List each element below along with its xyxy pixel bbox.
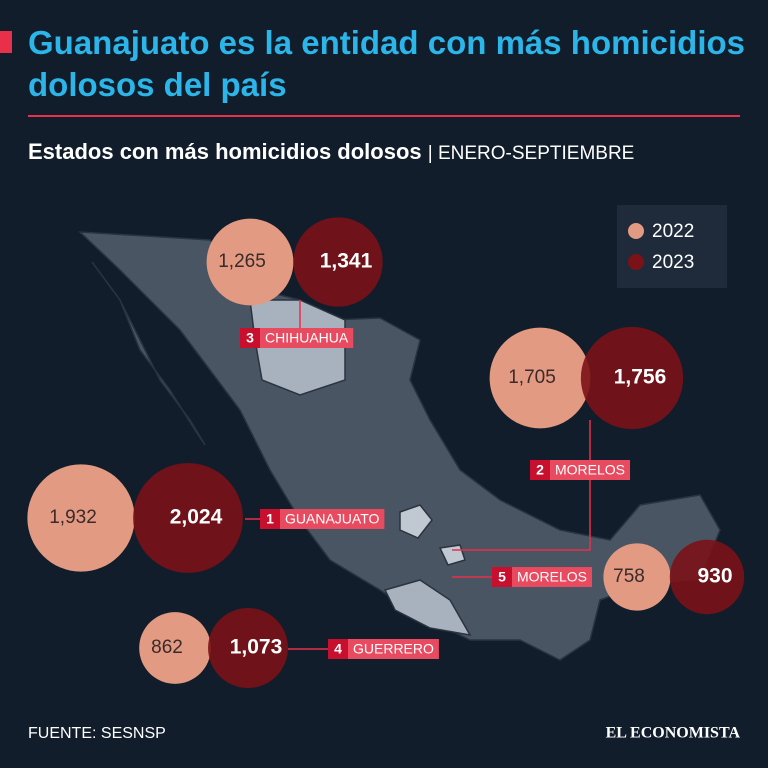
guanajuato-state	[399, 504, 433, 539]
value-label: 2,024	[170, 506, 223, 529]
category-label: MORELOS	[555, 462, 625, 478]
baja-california	[91, 261, 206, 446]
rank-box	[260, 509, 280, 529]
subtitle-box: Estados con más homicidios dolosos | ENE…	[28, 134, 708, 172]
category-box	[512, 567, 593, 587]
bubble	[489, 327, 591, 429]
category-label: MORELOS	[517, 569, 587, 585]
bubble	[27, 464, 135, 572]
bubble	[669, 539, 745, 615]
connector	[452, 420, 591, 551]
value-label: 1,932	[49, 507, 97, 528]
subtitle: Estados con más homicidios dolosos	[28, 139, 422, 164]
bubble	[206, 218, 294, 306]
source: FUENTE: SESNSP	[28, 725, 166, 742]
subtitle-block: Estados con más homicidios dolosos | ENE…	[28, 134, 708, 172]
rank-box	[530, 460, 550, 480]
title-marker	[0, 31, 12, 53]
marks: 1,932 2,024 1 GUANAJUATO 1,705 1,756 2 MORELOS 1…	[27, 217, 745, 688]
rank-box	[240, 328, 260, 348]
rank: 4	[334, 641, 342, 657]
value-label: 1,265	[218, 251, 266, 272]
legend-swatch	[628, 254, 644, 270]
category-label: GUANAJUATO	[285, 511, 379, 527]
rank-box	[328, 639, 348, 659]
legend-swatch	[628, 223, 644, 239]
category-box	[280, 509, 385, 529]
category-label: GUERRERO	[353, 641, 434, 657]
category-box	[348, 639, 439, 659]
period: | ENERO-SEPTIEMBRE	[427, 143, 635, 164]
bubble	[580, 326, 684, 430]
bubble	[293, 217, 383, 307]
value-label: 930	[697, 565, 732, 588]
value-label: 862	[151, 637, 183, 658]
bubble	[133, 463, 243, 573]
rank: 3	[246, 330, 254, 346]
legend-box	[617, 205, 727, 288]
value-label: 1,341	[320, 250, 373, 273]
value-label: 1,705	[508, 367, 556, 388]
guerrero-state	[383, 579, 472, 637]
legend-label: 2022	[652, 221, 694, 242]
rank: 5	[498, 569, 506, 585]
rank: 2	[536, 462, 544, 478]
value-label: 1,073	[230, 636, 283, 659]
category-box	[260, 328, 354, 348]
title-box: Guanajuato es la entidad con más homicid…	[28, 24, 745, 103]
value-label: 1,756	[614, 366, 667, 389]
rank: 1	[266, 511, 274, 527]
brand: EL ECONOMISTA	[606, 725, 741, 742]
chart-title: Guanajuato es la entidad con más homicid…	[28, 24, 745, 103]
rank-box	[492, 567, 512, 587]
legend-label: 2023	[652, 252, 694, 273]
value-label: 758	[613, 566, 645, 587]
bubble	[139, 612, 211, 684]
bubble	[603, 543, 671, 611]
category-label: CHIHUAHUA	[265, 330, 349, 346]
category-box	[550, 460, 631, 480]
bubble	[208, 608, 288, 688]
